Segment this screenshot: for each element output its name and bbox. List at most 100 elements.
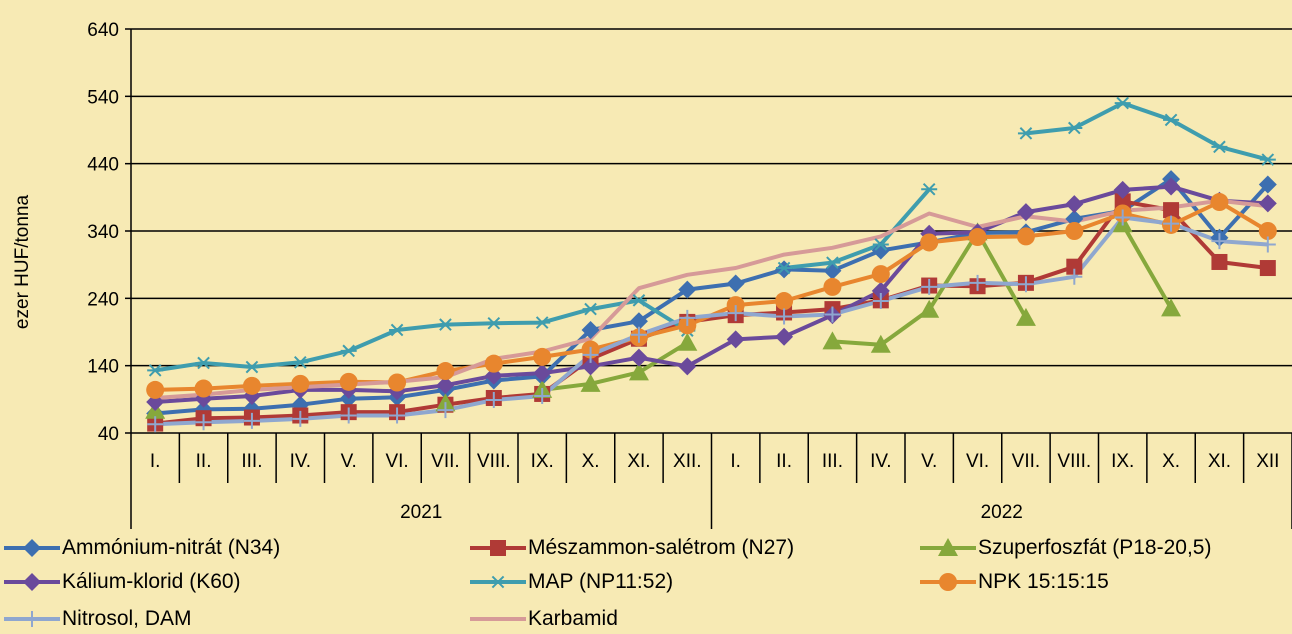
data-point [1258, 175, 1277, 194]
data-point [1113, 180, 1132, 199]
data-point [243, 412, 260, 429]
data-point [436, 362, 455, 381]
x-tick-label: X. [1162, 451, 1180, 472]
data-point [1016, 227, 1035, 246]
data-point [1259, 260, 1276, 277]
data-point [243, 360, 260, 374]
legend-swatch [4, 611, 60, 627]
data-point [969, 274, 986, 291]
data-point [388, 373, 407, 392]
legend-label: Nitrosol, DAM [62, 607, 192, 630]
data-point [147, 416, 164, 433]
data-point [1211, 140, 1228, 154]
data-point [292, 355, 309, 369]
legend: Ammónium-nitrát (N34) Mészammon-salétrom … [0, 532, 1292, 631]
data-point [580, 373, 601, 392]
x-tick-label: V. [921, 451, 937, 472]
x-tick-label: VI. [385, 451, 408, 472]
series-line [155, 184, 1268, 404]
legend-marker [23, 539, 41, 557]
series-line [154, 199, 1269, 426]
legend-item: Ammónium-nitrát (N34) [2, 533, 280, 563]
data-point [147, 364, 164, 377]
year-label: 2022 [981, 502, 1023, 523]
data-point [485, 392, 502, 409]
data-point [291, 374, 310, 393]
data-point [582, 302, 599, 316]
x-tick-label: IV. [870, 451, 892, 472]
x-tick-label: II. [196, 451, 212, 472]
data-point [1211, 233, 1228, 250]
data-point [1162, 177, 1181, 196]
data-point [1017, 127, 1034, 140]
data-point [1163, 215, 1180, 232]
data-point [919, 299, 940, 318]
data-point [195, 356, 212, 370]
legend-item: MAP (NP11:52) [468, 567, 673, 597]
data-point [775, 327, 794, 346]
data-point [533, 347, 552, 366]
data-point [823, 277, 842, 296]
data-point [1114, 209, 1131, 226]
data-point [776, 261, 793, 275]
data-point [726, 296, 745, 315]
data-point [437, 402, 454, 419]
x-tick-label: XI. [627, 451, 650, 472]
data-point [824, 306, 841, 323]
data-point [1066, 258, 1083, 275]
data-point [1016, 203, 1035, 222]
data-point [1259, 236, 1276, 253]
x-tick-label: II. [776, 451, 792, 472]
y-tick-label: 340 [87, 222, 119, 243]
y-tick-label: 540 [87, 87, 119, 108]
data-point [1259, 153, 1276, 166]
data-point [534, 387, 551, 404]
data-point [534, 316, 551, 329]
x-tick-label: VIII. [1057, 451, 1091, 472]
y-tick-label: 140 [87, 357, 119, 378]
data-point [824, 256, 841, 269]
data-point [1161, 298, 1182, 317]
data-point [533, 364, 552, 383]
x-tick-label: XII [1256, 451, 1279, 472]
data-point [921, 278, 938, 295]
data-point [1258, 194, 1277, 213]
data-point [677, 332, 698, 351]
y-tick-label: 40 [98, 424, 119, 445]
data-point [484, 354, 503, 373]
data-point [679, 309, 696, 326]
legend-label: NPK 15:15:15 [978, 570, 1109, 593]
x-tick-label: VIII. [477, 451, 511, 472]
series-markers-group [147, 209, 1276, 433]
x-tick-label: III. [822, 451, 843, 472]
data-point [146, 380, 165, 399]
data-point [581, 320, 600, 339]
legend-swatch [920, 573, 976, 591]
data-point [678, 357, 697, 376]
x-tick-label: IX. [1111, 451, 1134, 472]
legend-item: Nitrosol, DAM [2, 604, 192, 634]
x-tick-label: IX. [531, 451, 554, 472]
y-tick-label: 440 [87, 155, 119, 176]
data-point [871, 281, 890, 300]
data-point [872, 238, 889, 251]
series-line [155, 215, 1268, 427]
data-point [582, 346, 599, 363]
data-point [1210, 193, 1229, 212]
y-tick-label: 240 [87, 289, 119, 310]
series-markers-group [147, 193, 1276, 432]
data-point [436, 376, 455, 395]
legend-marker [938, 538, 958, 556]
data-point [871, 241, 890, 260]
x-tick-label: X. [582, 451, 600, 472]
data-point [485, 316, 502, 330]
legend-swatch [4, 539, 60, 557]
data-point [968, 228, 987, 247]
data-point [340, 407, 357, 424]
x-tick-label: XII. [673, 451, 702, 472]
legend-swatch [4, 573, 60, 591]
data-point [726, 274, 745, 293]
data-point [1017, 276, 1034, 293]
data-point [776, 308, 793, 325]
